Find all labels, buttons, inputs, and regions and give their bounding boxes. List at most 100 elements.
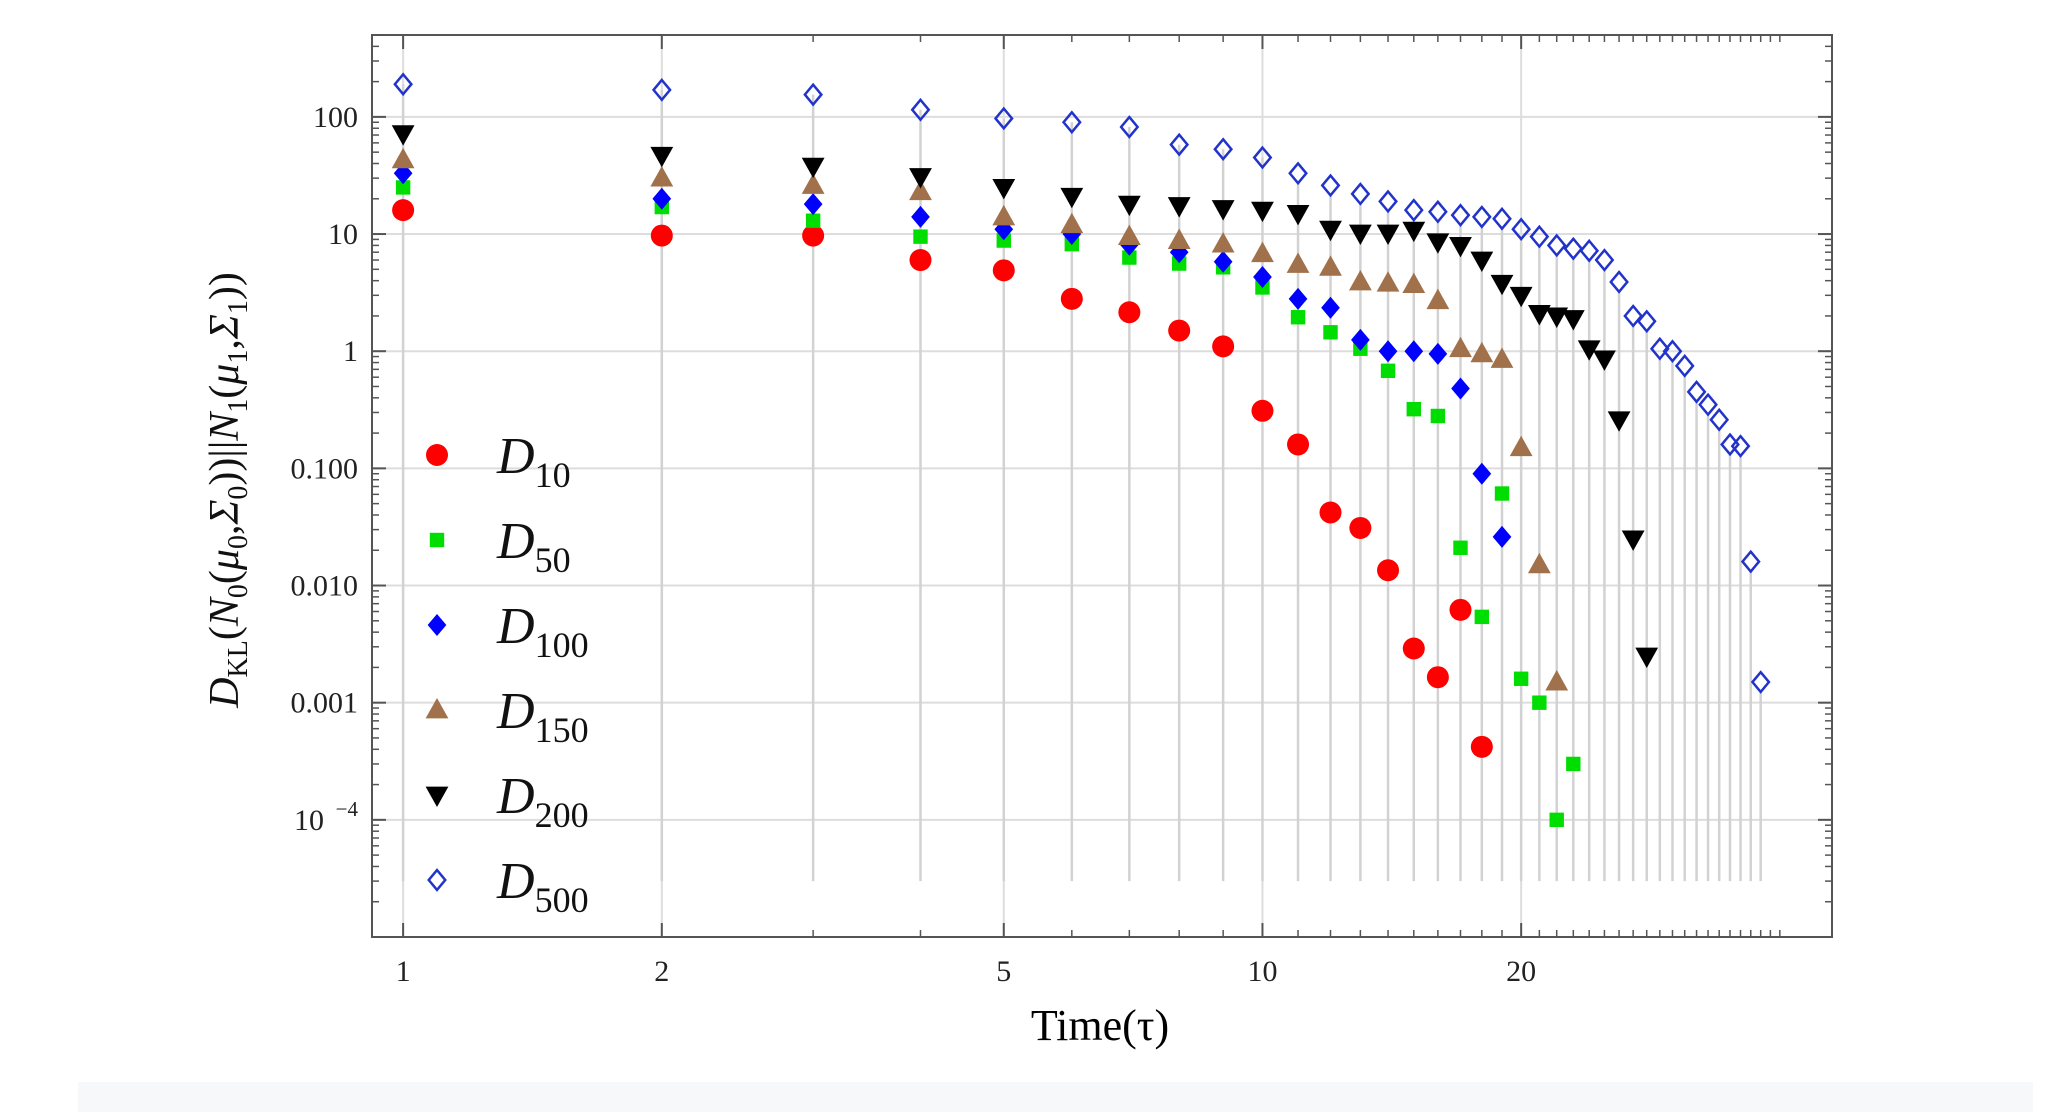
- y-tick-label: 0.001: [291, 687, 359, 720]
- y-axis-label-part: ,: [202, 525, 248, 536]
- legend-label-d50: D50: [496, 513, 571, 580]
- legend: D10 D50 D100 D150 D200 D500: [425, 428, 589, 920]
- data-point-d500: [1119, 115, 1140, 139]
- y-axis-label-part: ): [202, 472, 248, 486]
- data-point-d500: [1350, 182, 1371, 206]
- data-point-d10: [1426, 666, 1449, 689]
- data-point-d100: [1492, 525, 1512, 548]
- data-point-d150: [1376, 271, 1400, 292]
- data-point-d10: [1470, 735, 1493, 758]
- data-point-d100: [1288, 287, 1308, 310]
- data-point-d200: [1470, 251, 1494, 273]
- legend-marker-d150: [425, 698, 449, 719]
- data-point-d500: [1740, 549, 1761, 574]
- y-axis-label-part: (: [202, 626, 248, 640]
- data-point-d500: [1594, 248, 1615, 272]
- data-point-d150: [1426, 288, 1450, 310]
- y-axis-label-part: )||: [202, 441, 248, 472]
- legend-label-subscript: 100: [535, 625, 589, 665]
- data-point-d100: [652, 187, 672, 210]
- y-axis-label-part: 0: [223, 535, 254, 549]
- legend-label-subscript: 10: [535, 455, 571, 495]
- data-point-d200: [1211, 200, 1235, 221]
- x-tick-label: 1: [396, 955, 411, 988]
- y-axis-label: DKL(N0(μ0,Σ0))||N1(μ1,Σ1)): [202, 272, 254, 709]
- grid-layer: [372, 35, 1832, 937]
- data-point-d150: [1251, 241, 1274, 263]
- y-axis-label-part: 0: [223, 486, 254, 500]
- data-point-d500: [1649, 336, 1670, 361]
- legend-label-d150: D150: [496, 683, 589, 750]
- data-point-d150: [1470, 341, 1494, 363]
- data-point-d500: [1061, 110, 1082, 135]
- y-tick-label: 100: [313, 101, 358, 134]
- y-tick-label: 0.100: [291, 452, 359, 485]
- legend-label-subscript: 50: [535, 540, 571, 580]
- data-point-d500: [1623, 304, 1644, 328]
- y-axis-label-part: N: [202, 411, 248, 442]
- data-point-d10: [1060, 287, 1083, 310]
- data-point-d500: [1662, 339, 1683, 364]
- y-axis-label-part: KL: [223, 640, 254, 677]
- data-point-d150: [992, 204, 1016, 226]
- data-point-d50: [1566, 756, 1581, 772]
- data-point-d50: [1323, 325, 1338, 340]
- data-point-d50: [1532, 695, 1547, 710]
- data-point-d500: [1403, 198, 1424, 222]
- data-point-d100: [803, 193, 823, 216]
- data-point-d50: [1494, 486, 1510, 501]
- data-point-d200: [1426, 233, 1450, 254]
- data-point-d100: [1428, 342, 1448, 365]
- data-point-d10: [1449, 598, 1472, 621]
- data-point-d500: [1730, 434, 1751, 458]
- plot-frame: [371, 34, 1833, 938]
- data-point-d500: [1529, 224, 1550, 249]
- y-axis-label-part: 1: [223, 399, 254, 413]
- legend-label-subscript: 500: [535, 880, 589, 920]
- legend-marker-d100: [427, 614, 447, 636]
- data-point-d200: [1509, 286, 1533, 308]
- legend-marker-d10: [426, 444, 448, 466]
- legend-label-d200: D200: [496, 768, 589, 835]
- data-point-d500: [1252, 145, 1273, 170]
- y-tick-label: 10: [294, 804, 324, 837]
- data-point-d50: [395, 180, 411, 195]
- data-point-d100: [1472, 462, 1492, 485]
- data-point-d500: [1563, 236, 1584, 261]
- data-point-d50: [1474, 609, 1490, 625]
- data-point-d200: [391, 125, 415, 146]
- data-point-d500: [803, 82, 824, 107]
- x-tick-label: 10: [1247, 955, 1277, 988]
- data-point-d200: [1376, 224, 1400, 246]
- data-point-d500: [1169, 132, 1190, 157]
- data-point-d200: [1577, 340, 1601, 361]
- data-point-d500: [1320, 173, 1341, 198]
- y-axis-label-text: DKL(N0(μ0,Σ0))||N1(μ1,Σ1)): [202, 272, 254, 709]
- data-point-d500: [1674, 353, 1695, 378]
- data-point-d50: [1171, 256, 1187, 271]
- data-point-d50: [1513, 671, 1529, 686]
- y-axis-label-part: μ: [202, 364, 248, 386]
- data-point-d50: [996, 233, 1011, 248]
- data-point-d50: [805, 213, 821, 228]
- data-point-d10: [802, 224, 825, 247]
- data-point-d500: [393, 72, 413, 97]
- x-tick-label: 5: [996, 955, 1011, 988]
- data-point-d10: [909, 249, 932, 272]
- data-point-d200: [909, 168, 932, 189]
- data-point-d150: [391, 147, 415, 169]
- legend-marker-d50: [429, 532, 445, 548]
- data-point-d10: [1118, 301, 1141, 324]
- data-point-d10: [1402, 637, 1425, 660]
- data-point-d200: [1561, 310, 1585, 331]
- data-point-d500: [1213, 137, 1234, 162]
- data-point-d150: [1211, 232, 1235, 253]
- data-point-d150: [1490, 347, 1514, 368]
- data-point-d200: [1348, 224, 1372, 246]
- data-point-d150: [1527, 552, 1551, 574]
- data-point-d200: [1593, 350, 1616, 371]
- data-point-d100: [911, 205, 930, 228]
- data-point-d100: [1169, 241, 1189, 264]
- axis-ticks: 1 2 5 10 20 10 −4 0.001 0.010 0.100 1 10 100: [291, 34, 1832, 988]
